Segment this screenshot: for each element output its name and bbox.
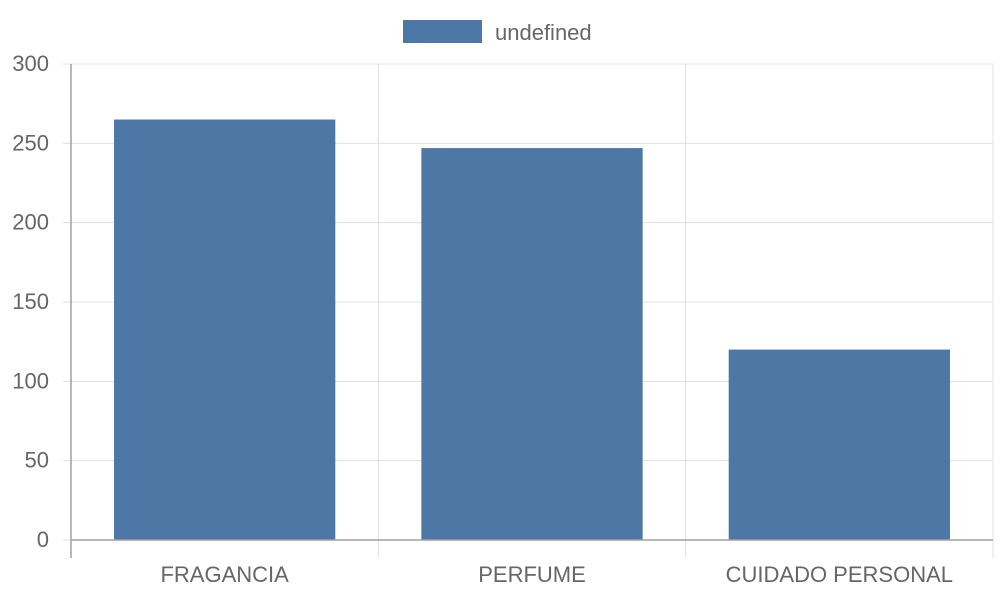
y-tick-label: 250 bbox=[12, 130, 49, 155]
x-tick-label: CUIDADO PERSONAL bbox=[726, 562, 953, 587]
y-tick-label: 150 bbox=[12, 289, 49, 314]
bar-cuidado-personal[interactable] bbox=[728, 349, 950, 540]
legend[interactable]: undefined bbox=[403, 20, 592, 45]
x-axis-ticks: FRAGANCIA PERFUME CUIDADO PERSONAL bbox=[160, 562, 953, 587]
x-tick-label: FRAGANCIA bbox=[160, 562, 289, 587]
legend-swatch[interactable] bbox=[403, 20, 482, 43]
bar-fragancia[interactable] bbox=[114, 119, 336, 541]
y-tick-label: 50 bbox=[25, 448, 49, 473]
y-tick-label: 200 bbox=[12, 210, 49, 235]
bars bbox=[114, 119, 950, 541]
y-tick-label: 300 bbox=[12, 51, 49, 76]
y-axis-ticks: 0 50 100 150 200 250 300 bbox=[12, 51, 49, 552]
legend-label[interactable]: undefined bbox=[495, 20, 592, 45]
bar-perfume[interactable] bbox=[421, 148, 643, 541]
x-tick-label: PERFUME bbox=[478, 562, 586, 587]
axes bbox=[70, 64, 993, 558]
y-tick-label: 0 bbox=[37, 527, 49, 552]
y-tick-label: 100 bbox=[12, 368, 49, 393]
